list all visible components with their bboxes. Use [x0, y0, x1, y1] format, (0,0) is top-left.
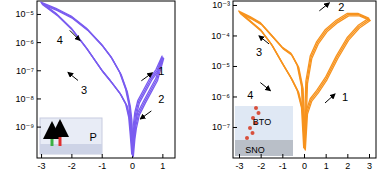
inset-dot — [248, 126, 252, 130]
annotation-arrow — [259, 36, 269, 44]
inset-arrow — [59, 122, 62, 146]
x-tick-label: -1 — [98, 161, 106, 171]
inset-layer — [40, 144, 102, 154]
annotation: 2 — [158, 93, 164, 105]
y-tick — [233, 127, 237, 128]
y-tick-label: 10⁻⁵ — [16, 9, 35, 19]
inset-arrow — [51, 124, 54, 146]
loop-line — [42, 3, 163, 155]
x-tick — [326, 154, 327, 158]
annotation-arrow — [260, 83, 270, 91]
annotation: 2 — [338, 1, 344, 13]
y-tick — [37, 14, 41, 15]
annotation: 3 — [81, 84, 87, 96]
inset-box — [235, 106, 293, 156]
inset-dot — [245, 136, 249, 140]
inset-box — [40, 118, 102, 154]
inset-layer — [235, 140, 293, 156]
x-tick-label: 2 — [345, 161, 350, 171]
annotation: P — [89, 131, 96, 143]
annotation-arrow — [141, 73, 152, 81]
annotation: 4 — [247, 89, 253, 101]
x-tick-label: 3 — [367, 161, 372, 171]
plot-area — [41, 2, 164, 156]
annotation-arrow — [140, 111, 151, 119]
annotation-arrow — [68, 72, 78, 80]
annotation: 4 — [57, 34, 63, 46]
x-tick-label: 1 — [160, 161, 165, 171]
y-tick — [37, 42, 41, 43]
annotation: 1 — [158, 65, 164, 77]
figure: -3 -2 -1 0 1 10⁻⁹ 10⁻⁸ 10⁻⁷ 10⁻⁶ 10⁻⁵ 1 2 3 4 P -3 -2 -1 0… — [0, 0, 378, 172]
y-tick — [37, 70, 41, 71]
x-tick-label: -2 — [257, 161, 265, 171]
y-tick — [37, 127, 41, 128]
x-tick — [282, 154, 283, 158]
annotation: 1 — [342, 91, 348, 103]
inset-dot — [251, 131, 255, 135]
x-tick — [239, 154, 240, 158]
x-tick — [369, 154, 370, 158]
x-tick-label: -1 — [279, 161, 287, 171]
y-tick-label: 10⁻⁶ — [16, 38, 35, 48]
frame — [37, 1, 175, 158]
panel: -3 -2 -1 0 1 10⁻⁹ 10⁻⁸ 10⁻⁷ 10⁻⁶ 10⁻⁵ 1 2 3 4 P — [15, 1, 175, 171]
annotation: 3 — [256, 46, 262, 58]
annotation-arrow — [70, 30, 80, 40]
annotation-arrow — [319, 3, 329, 11]
y-tick — [233, 96, 237, 97]
y-tick-label: 10⁻⁹ — [15, 122, 34, 132]
x-tick — [304, 154, 305, 158]
x-tick-label: 0 — [302, 161, 307, 171]
y-tick-label: 10⁻³ — [212, 0, 230, 10]
y-tick-label: 10⁻⁸ — [15, 94, 34, 104]
frame — [233, 1, 376, 158]
y-tick — [37, 98, 41, 99]
x-tick-label: 0 — [130, 161, 135, 171]
loop-line — [42, 4, 163, 156]
x-tick — [347, 154, 348, 158]
x-tick — [102, 154, 103, 158]
annotation: SNO — [245, 145, 265, 155]
inset-dot — [254, 106, 258, 110]
y-tick-label: 10⁻⁷ — [16, 66, 34, 76]
y-tick-label: 10⁻⁷ — [212, 122, 230, 132]
inset — [235, 106, 293, 156]
x-tick — [71, 154, 72, 158]
annotation: BTO — [253, 117, 271, 127]
plot-area — [239, 11, 371, 150]
y-tick — [233, 5, 237, 6]
y-tick-label: 10⁻⁵ — [212, 61, 231, 71]
panel: -3 -2 -1 0 1 2 3 10⁻⁷ 10⁻⁶ 10⁻⁵ 10⁻⁴ 10⁻³ 1 2 3 4 BTO SNO — [211, 0, 376, 171]
loop-line — [240, 13, 370, 150]
x-tick — [41, 154, 42, 158]
x-tick — [162, 154, 163, 158]
x-tick-label: -2 — [68, 161, 76, 171]
y-tick — [233, 35, 237, 36]
annotation-arrow — [325, 94, 335, 103]
x-tick-label: 1 — [324, 161, 329, 171]
inset-dot — [257, 111, 261, 115]
x-tick-label: -3 — [235, 161, 243, 171]
y-tick — [233, 66, 237, 67]
y-tick-label: 10⁻⁴ — [211, 31, 230, 41]
inset — [40, 118, 102, 154]
y-tick-label: 10⁻⁶ — [212, 92, 231, 102]
x-tick-label: -3 — [38, 161, 46, 171]
loop-line — [41, 2, 162, 154]
